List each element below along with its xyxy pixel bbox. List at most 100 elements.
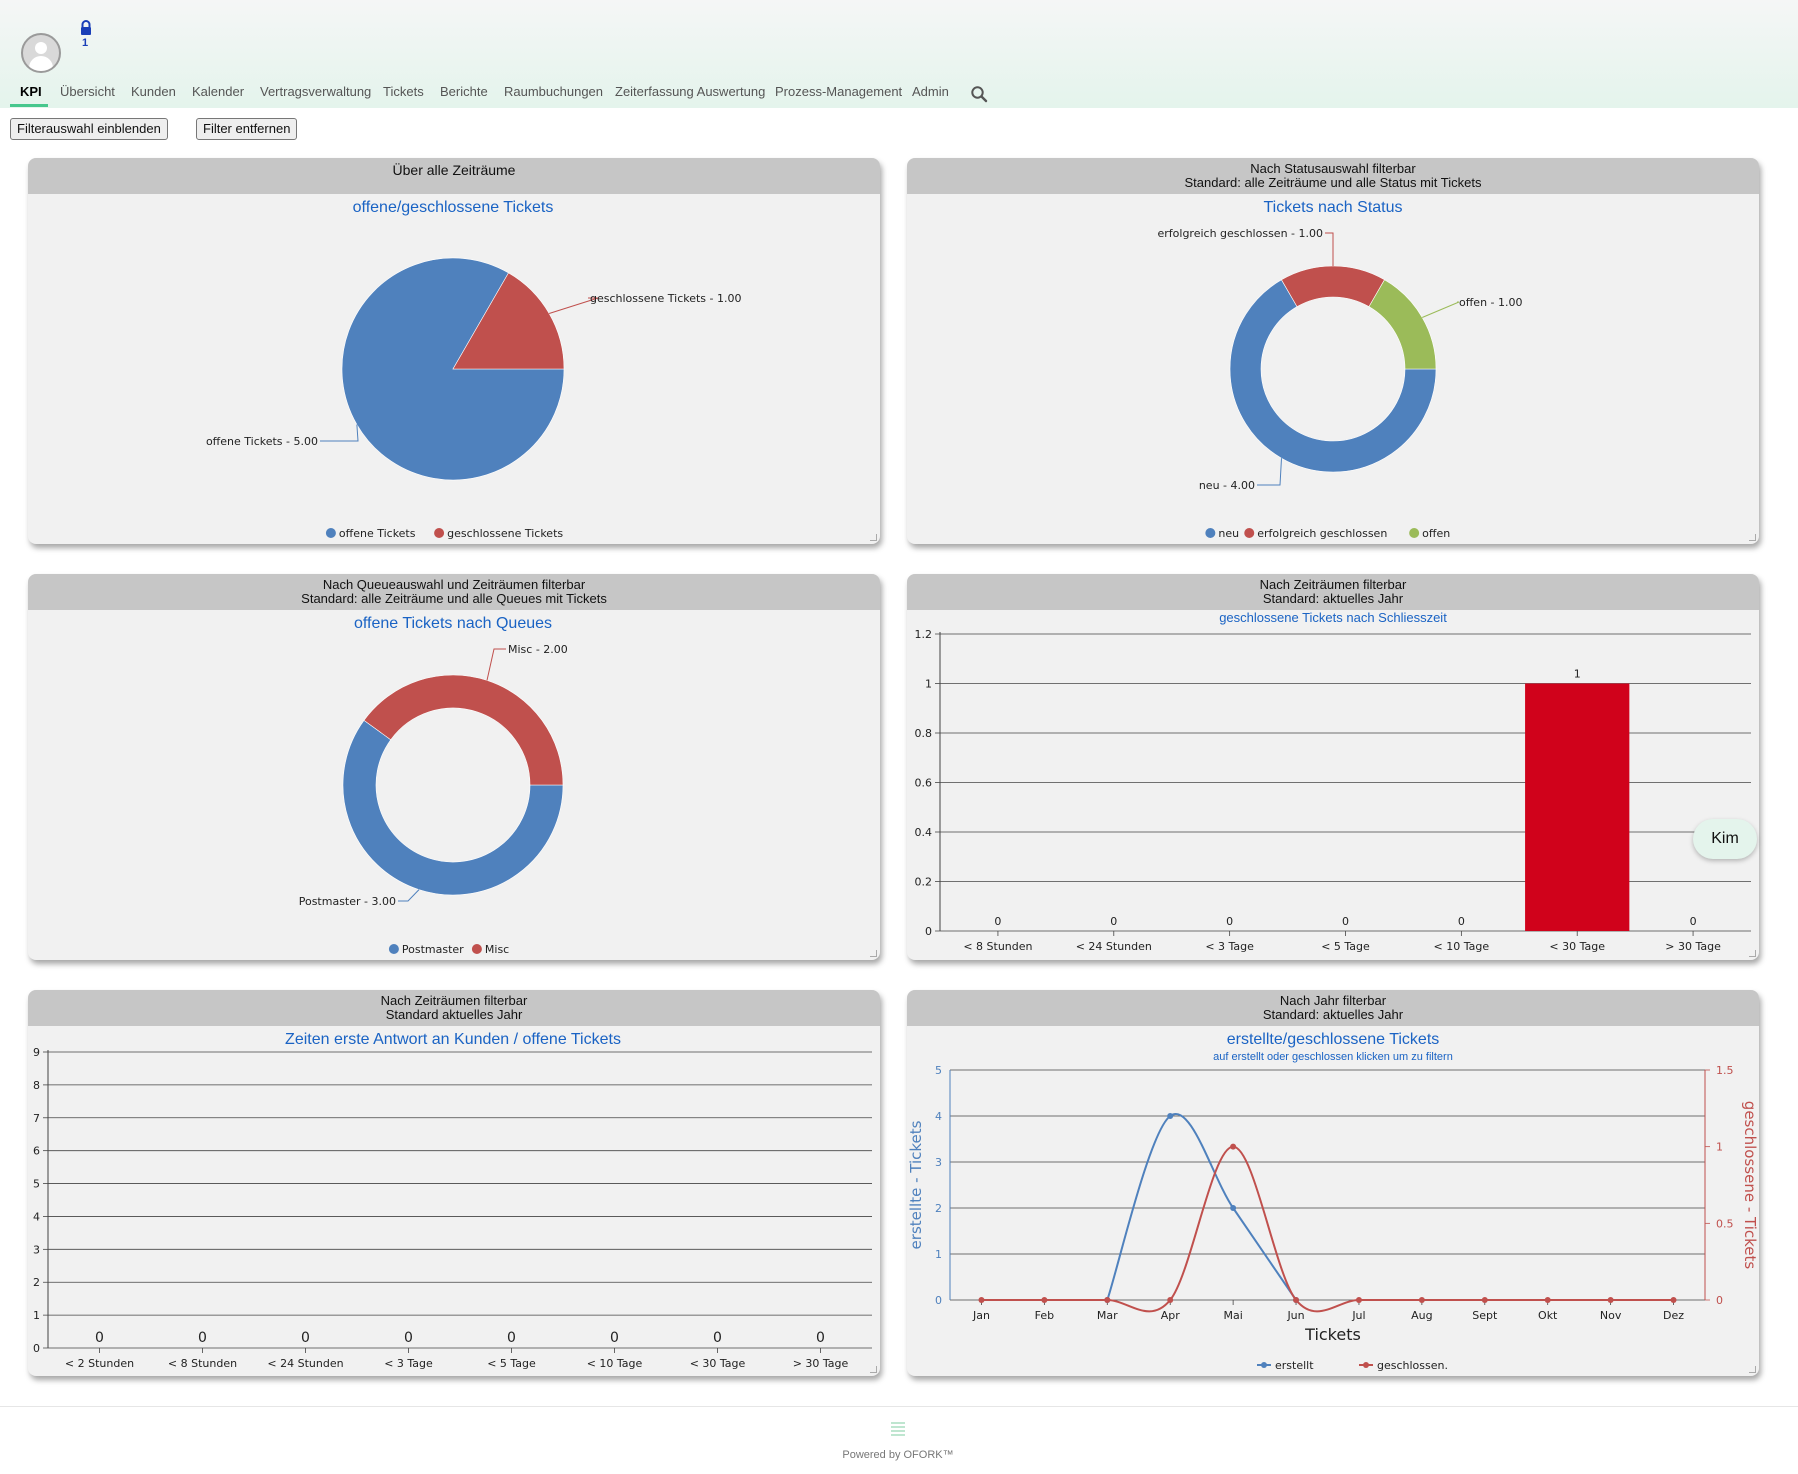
x-tick-label: < 8 Stunden <box>963 940 1032 953</box>
legend-marker <box>471 944 482 954</box>
chart-tickets-by-status: Tickets nach Status neu - 4.00 erfolgreich… <box>1158 199 1523 540</box>
search-icon[interactable] <box>970 85 988 103</box>
series-point <box>978 1297 985 1303</box>
show-filter-button[interactable]: Filterauswahl einblenden <box>10 118 168 140</box>
panel-first-response-times: Nach Zeiträumen filterbar Standard aktue… <box>28 990 880 1376</box>
bar-data-label: 0 <box>301 1330 310 1346</box>
nav-item-kunden[interactable]: Kunden <box>131 84 176 99</box>
menu-icon <box>891 1422 905 1436</box>
nav-item-uebersicht[interactable]: Übersicht <box>60 84 115 99</box>
bar-data-label: 1 <box>1574 668 1581 681</box>
resize-handle[interactable] <box>1749 1366 1756 1373</box>
bar-data-label: 0 <box>994 915 1001 928</box>
nav-item-vertragsverwaltung[interactable]: Vertragsverwaltung <box>260 84 372 99</box>
x-tick-label: Dez <box>1663 1309 1684 1322</box>
nav-item-kpi[interactable]: KPI <box>20 84 42 99</box>
x-tick-label: < 24 Stunden <box>1076 940 1152 953</box>
x-tick-label: < 3 Tage <box>1205 940 1254 953</box>
legend-item: erfolgreich geschlossen <box>1257 527 1387 540</box>
resize-handle[interactable] <box>1749 950 1756 957</box>
resize-handle[interactable] <box>870 950 877 957</box>
bar <box>1525 683 1630 931</box>
chart-title: offene/geschlossene Tickets <box>353 199 554 216</box>
y-tick-label: 9 <box>33 1046 40 1059</box>
x-tick-label: < 10 Tage <box>587 1357 643 1370</box>
nav-item-kalender[interactable]: Kalender <box>192 84 245 99</box>
resize-handle[interactable] <box>1749 534 1756 541</box>
chart-created-closed-tickets: erstellte/geschlossene Tickets auf erstel… <box>907 1031 1759 1372</box>
panel-header: Nach Statusauswahl filterbar Standard: a… <box>907 158 1759 194</box>
y-right-tick-label: 1.5 <box>1716 1064 1734 1077</box>
slice-label: offen - 1.00 <box>1459 296 1523 309</box>
y-tick-label: 1 <box>925 678 932 691</box>
avatar[interactable] <box>21 33 61 73</box>
nav-item-zeiterfassung-auswertung[interactable]: Zeiterfassung Auswertung <box>615 84 766 99</box>
lock-icon[interactable] <box>78 18 94 48</box>
x-tick-label: Mar <box>1097 1309 1118 1322</box>
x-tick-label: < 5 Tage <box>1321 940 1370 953</box>
chat-assistant-button[interactable]: Kim <box>1693 819 1757 859</box>
x-tick-label: Nov <box>1600 1309 1622 1322</box>
pie-slice <box>342 719 564 896</box>
nav-item-raumbuchungen[interactable]: Raumbuchungen <box>504 84 604 99</box>
label-connector <box>486 648 506 681</box>
panel-header-line1: Nach Zeiträumen filterbar <box>1259 577 1407 592</box>
legend-item: geschlossen. <box>1377 1359 1448 1372</box>
y-left-tick-label: 1 <box>935 1248 942 1261</box>
series-point <box>1355 1297 1362 1303</box>
slice-label: Misc - 2.00 <box>508 643 568 656</box>
resize-handle[interactable] <box>870 534 877 541</box>
pie-slice <box>363 674 564 786</box>
chart-title: erstellte/geschlossene Tickets <box>1227 1031 1440 1048</box>
chart-subtitle: auf erstellt oder geschlossen klicken um… <box>1213 1051 1453 1063</box>
series-point <box>1104 1297 1111 1303</box>
series-point <box>1293 1297 1300 1303</box>
bar-data-label: 0 <box>95 1330 104 1346</box>
series-point <box>1167 1297 1174 1303</box>
chart-title: geschlossene Tickets nach Schliesszeit <box>1219 610 1447 625</box>
label-connector <box>1422 301 1460 318</box>
x-tick-label: Sept <box>1472 1309 1498 1322</box>
bar-data-label: 0 <box>1226 915 1233 928</box>
chart-title: Tickets nach Status <box>1263 199 1402 216</box>
locked-tickets-count[interactable]: 1 <box>82 37 89 49</box>
y-left-tick-label: 5 <box>935 1064 942 1077</box>
series-line <box>1106 1113 1297 1301</box>
x-tick-label: < 2 Stunden <box>65 1357 134 1370</box>
series-point <box>1230 1143 1237 1150</box>
nav-item-prozess-management[interactable]: Prozess-Management <box>775 84 903 99</box>
nav-item-tickets[interactable]: Tickets <box>383 84 424 99</box>
panel-header: Nach Jahr filterbar Standard: aktuelles … <box>907 990 1759 1026</box>
nav-item-admin[interactable]: Admin <box>912 84 949 99</box>
bar-data-label: 0 <box>816 1330 825 1346</box>
legend-marker <box>388 944 399 954</box>
y-tick-label: 2 <box>33 1276 40 1289</box>
y-right-axis-label: geschlossene - Tickets <box>1741 1101 1759 1270</box>
series-point <box>1041 1297 1048 1303</box>
nav-item-berichte[interactable]: Berichte <box>440 84 488 99</box>
panel-header: Über alle Zeiträume <box>28 158 880 194</box>
legend-marker <box>1261 1362 1267 1368</box>
y-right-tick-label: 0 <box>1716 1294 1723 1307</box>
y-tick-label: 6 <box>33 1145 40 1158</box>
slice-label: offene Tickets - 5.00 <box>206 435 318 448</box>
panel-open-tickets-by-queue: Nach Queueauswahl und Zeiträumen filterb… <box>28 574 880 960</box>
chart-closed-by-duration: geschlossene Tickets nach Schliesszeit 0 0… <box>915 610 1751 953</box>
x-tick-label: < 8 Stunden <box>168 1357 237 1370</box>
y-tick-label: 0.6 <box>915 777 933 790</box>
x-tick-label: < 5 Tage <box>487 1357 536 1370</box>
pie-slice <box>1229 279 1437 473</box>
y-tick-label: 4 <box>33 1210 40 1223</box>
legend-marker <box>434 528 445 538</box>
remove-filter-button[interactable]: Filter entfernen <box>196 118 298 140</box>
label-connector <box>1325 232 1334 266</box>
x-tick-label: Jan <box>972 1309 990 1322</box>
bar-data-label: 0 <box>1690 915 1697 928</box>
y-tick-label: 3 <box>33 1243 40 1256</box>
y-tick-label: 0 <box>33 1342 40 1355</box>
y-tick-label: 8 <box>33 1079 40 1092</box>
series-point <box>1230 1205 1237 1211</box>
bar-data-label: 0 <box>507 1330 516 1346</box>
resize-handle[interactable] <box>870 1366 877 1373</box>
chart-first-response-times: Zeiten erste Antwort an Kunden / offene … <box>33 1031 872 1370</box>
